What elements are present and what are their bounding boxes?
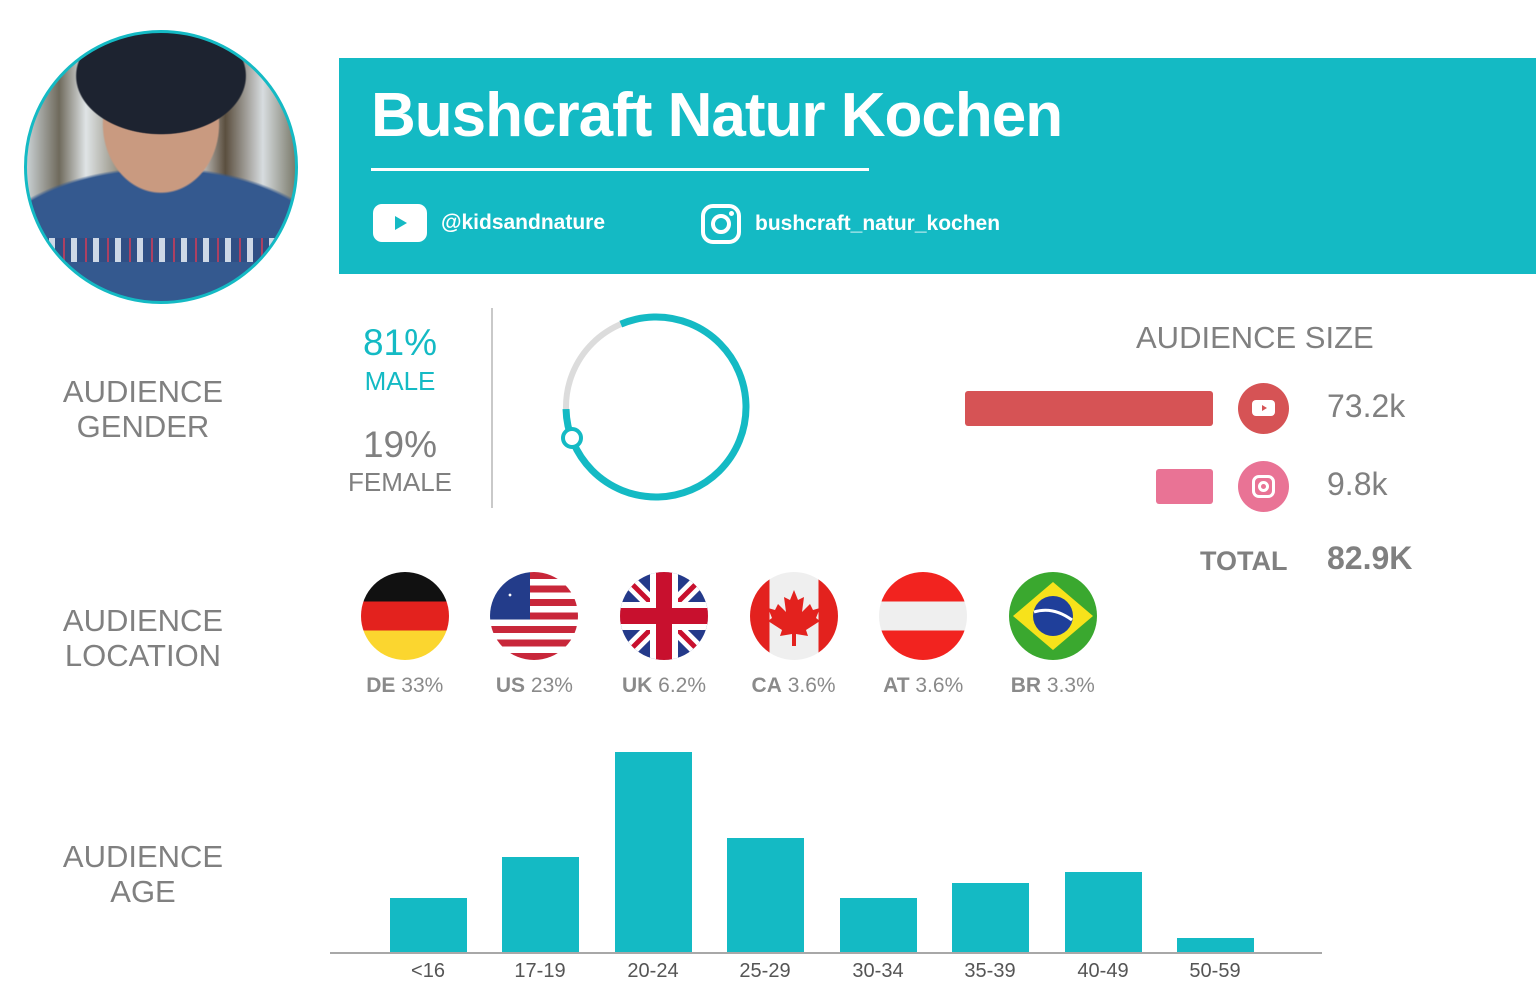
- x-tick-label: 50-59: [1189, 960, 1241, 982]
- label-line: GENDER: [76, 409, 210, 444]
- country-code: CA: [751, 674, 782, 697]
- country-code: BR: [1010, 674, 1042, 697]
- instagram-handle-link[interactable]: bushcraft_natur_kochen: [701, 204, 1000, 244]
- location-item: US 23%: [470, 572, 600, 698]
- female-percent: 19%: [362, 424, 438, 465]
- country-percent: 6.2%: [658, 674, 707, 697]
- location-item: CA 3.6%: [729, 572, 859, 698]
- maple-leaf-icon: [767, 590, 820, 646]
- male-percent: 81%: [362, 322, 438, 363]
- usa-flag-icon: [490, 572, 579, 660]
- total-label: TOTAL: [1200, 546, 1288, 576]
- location-item: BR 3.3%: [988, 572, 1118, 698]
- youtube-size-value: 73.2k: [1327, 388, 1406, 424]
- canada-flag-icon: [749, 572, 838, 660]
- germany-flag-icon: [360, 572, 449, 660]
- channel-title: Bushcraft Natur Kochen: [371, 81, 1063, 150]
- avatar-sweater-pattern: [27, 238, 295, 262]
- instagram-icon: [701, 204, 741, 244]
- youtube-size-bar: [965, 391, 1213, 426]
- male-label: MALE: [364, 366, 436, 396]
- country-code: US: [495, 674, 526, 697]
- country-code: UK: [621, 674, 653, 697]
- country-code: AT: [883, 674, 910, 697]
- label-line: LOCATION: [64, 638, 222, 673]
- age-bar: [1177, 938, 1254, 953]
- location-label: BR 3.3%: [1011, 674, 1095, 698]
- youtube-handle-link[interactable]: @kidsandnature: [373, 204, 605, 242]
- age-bar: [1065, 872, 1142, 953]
- label-line: AUDIENCE: [62, 603, 224, 638]
- location-item: DE 33%: [340, 572, 470, 698]
- age-bar: [952, 883, 1029, 953]
- instagram-circle-icon: [1238, 461, 1289, 512]
- age-bar: [840, 898, 917, 953]
- gender-divider: [491, 308, 493, 508]
- x-tick-label: 17-19: [514, 960, 566, 982]
- location-label: AT 3.6%: [883, 674, 963, 698]
- location-label: UK 6.2%: [622, 674, 706, 698]
- brazil-flag-graphic: [1012, 582, 1093, 650]
- age-bar: [727, 838, 804, 953]
- location-label: CA 3.6%: [752, 674, 836, 698]
- age-bar-chart: <16 17-19 20-24 25-29 30-34 35-39 40-49 …: [330, 740, 1322, 990]
- country-code: DE: [366, 674, 396, 697]
- age-bar: [615, 752, 692, 953]
- audience-size-title: AUDIENCE SIZE: [1136, 320, 1374, 355]
- x-tick-label: 30-34: [852, 960, 904, 982]
- total-value: 82.9K: [1327, 540, 1413, 576]
- uk-flag-icon: [619, 572, 708, 660]
- country-percent: 3.6%: [915, 674, 964, 697]
- x-tick-label: 35-39: [964, 960, 1016, 982]
- x-tick-label: 20-24: [627, 960, 679, 982]
- label-line: AUDIENCE: [62, 374, 224, 409]
- uk-flag-graphic: [619, 572, 708, 660]
- country-percent: 33%: [401, 674, 444, 697]
- brazil-flag-icon: [1008, 572, 1097, 660]
- title-underline: [371, 168, 869, 171]
- location-item: AT 3.6%: [858, 572, 988, 698]
- gender-donut-chart: [561, 313, 750, 501]
- label-line: AGE: [110, 874, 176, 909]
- donut-marker: [561, 427, 583, 449]
- age-bar: [390, 898, 467, 953]
- section-label-location: AUDIENCE LOCATION: [40, 603, 246, 673]
- location-item: UK 6.2%: [599, 572, 729, 698]
- youtube-icon: [373, 204, 427, 242]
- section-label-age: AUDIENCE AGE: [40, 839, 246, 909]
- location-flags: DE 33% US 23% UK 6.2% CA 3.6%: [340, 572, 1118, 698]
- avatar: [24, 30, 298, 304]
- youtube-circle-icon: [1238, 383, 1289, 434]
- instagram-handle: bushcraft_natur_kochen: [755, 212, 1001, 235]
- label-line: AUDIENCE: [62, 839, 224, 874]
- austria-flag-icon: [879, 572, 968, 660]
- x-tick-label: <16: [411, 960, 445, 982]
- instagram-size-bar: [1156, 469, 1213, 504]
- country-percent: 3.6%: [787, 674, 836, 697]
- age-bar: [502, 857, 579, 953]
- x-tick-label: 25-29: [739, 960, 791, 982]
- x-axis: [330, 952, 1322, 954]
- female-label: FEMALE: [347, 467, 453, 497]
- country-percent: 3.3%: [1046, 674, 1095, 697]
- section-label-gender: AUDIENCE GENDER: [40, 374, 246, 444]
- profile-header: Bushcraft Natur Kochen @kidsandnature bu…: [339, 58, 1536, 274]
- youtube-handle: @kidsandnature: [441, 211, 606, 234]
- location-label: DE 33%: [366, 674, 443, 698]
- instagram-size-value: 9.8k: [1327, 466, 1388, 502]
- donut-male-arc: [562, 313, 750, 501]
- x-tick-label: 40-49: [1077, 960, 1129, 982]
- location-label: US 23%: [496, 674, 573, 698]
- country-percent: 23%: [530, 674, 573, 697]
